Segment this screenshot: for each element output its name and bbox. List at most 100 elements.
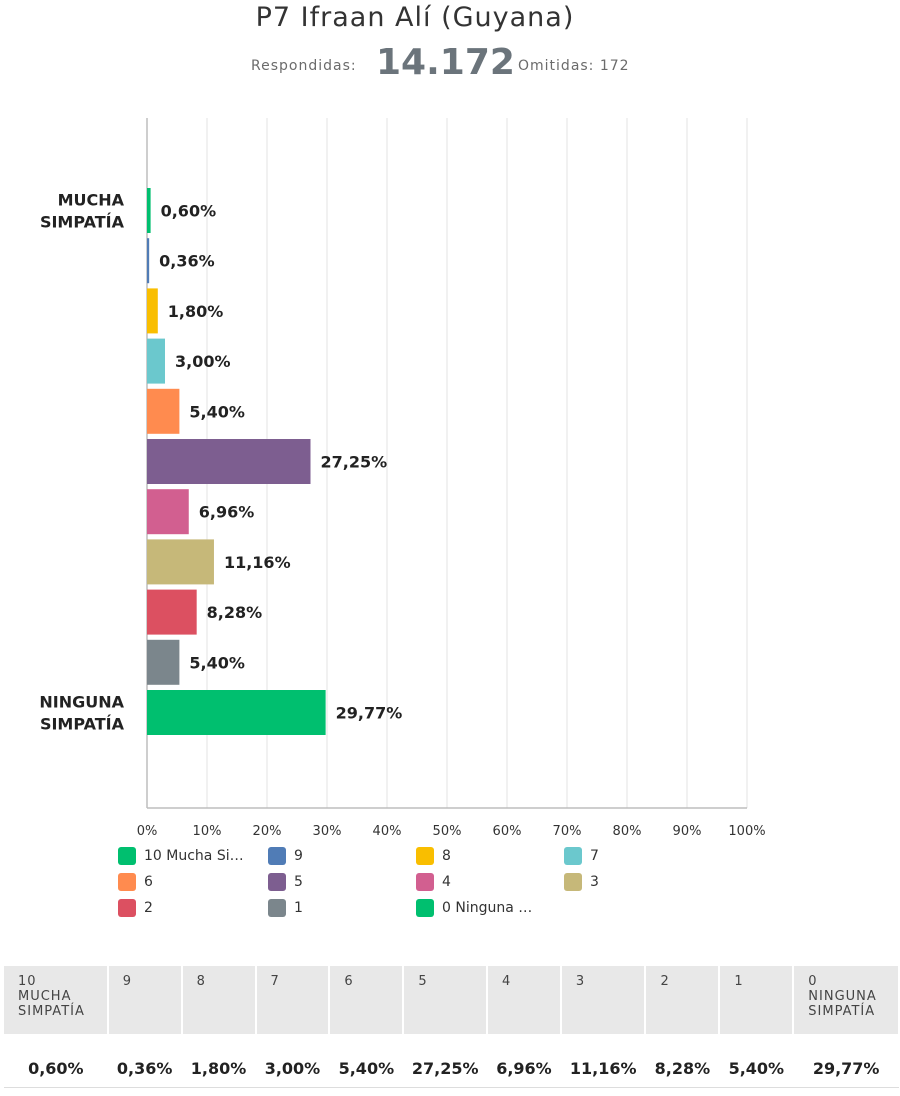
bar — [147, 489, 189, 535]
table-header-text: 9 — [122, 974, 132, 989]
bar — [147, 188, 151, 233]
legend-swatch — [268, 873, 286, 891]
legend-swatch — [416, 847, 434, 865]
table-header-text: 7 — [270, 974, 280, 989]
legend-label: 3 — [590, 874, 599, 890]
table-cell: 1,80% — [181, 1034, 256, 1088]
legend-item: 3 — [564, 871, 599, 893]
table-header-cell: 8 — [181, 966, 257, 1034]
y-tick-label: MUCHA — [58, 191, 125, 210]
table-header-text: NINGUNA — [808, 989, 877, 1004]
table-value-row: 0,60% 0,36% 1,80% 3,00% 5,40% 27,25% 6,96% 11,1… — [4, 1034, 899, 1088]
answered-label: Respondidas: — [251, 58, 357, 74]
bar — [147, 439, 311, 484]
legend-label: 6 — [144, 874, 153, 890]
table-cell: 27,25% — [403, 1034, 488, 1088]
legend-item: 6 — [118, 871, 153, 893]
table-header-cell: 0 NINGUNA SIMPATÍA — [793, 966, 900, 1034]
table-header-text: 10 — [18, 974, 37, 989]
table-cell: 0,60% — [4, 1034, 108, 1088]
table-header-cell: 2 — [645, 966, 721, 1034]
legend-label: 0 Ninguna … — [442, 900, 533, 916]
legend-swatch — [416, 873, 434, 891]
data-label: 29,77% — [336, 704, 403, 723]
table-header-text: 0 — [808, 974, 818, 989]
table-header-cell: 9 — [107, 966, 183, 1034]
legend-label: 10 Mucha Si… — [144, 848, 244, 864]
x-tick-label: 90% — [673, 824, 702, 839]
table-header-text: 2 — [660, 974, 670, 989]
x-tick-label: 70% — [553, 824, 582, 839]
table-cell: 0,36% — [107, 1034, 182, 1088]
legend-label: 4 — [442, 874, 451, 890]
data-label: 8,28% — [207, 603, 263, 622]
table-header-cell: 3 — [560, 966, 647, 1034]
table-header-text: 4 — [502, 974, 512, 989]
legend-label: 5 — [294, 874, 303, 890]
legend-label: 8 — [442, 848, 451, 864]
bar — [147, 539, 214, 585]
bar-chart: 0% 10% 20% 30% 40% 50% 60% 70% 80% 90% 100% 0,60% 0,… — [39, 118, 766, 839]
y-tick-label: NINGUNA — [39, 693, 124, 712]
legend-item: 7 — [564, 845, 599, 867]
legend-item: 1 — [268, 897, 303, 919]
table-header-text: 5 — [418, 974, 428, 989]
legend-item: 4 — [416, 871, 451, 893]
table-cell: 6,96% — [487, 1034, 561, 1088]
legend-swatch — [564, 873, 582, 891]
table-cell: 11,16% — [560, 1034, 646, 1088]
data-label: 27,25% — [321, 453, 388, 472]
table-cell: 5,40% — [329, 1034, 404, 1088]
table-header-text: SIMPATÍA — [808, 1004, 876, 1019]
results-table: 10 MUCHA SIMPATÍA 9 8 7 6 5 4 3 2 1 0 NINGUNA SIMPATÍA… — [4, 966, 900, 1088]
legend-swatch — [118, 873, 136, 891]
bar — [147, 288, 158, 334]
chart-title: P7 Ifraan Alí (Guyana) — [255, 2, 575, 33]
x-tick-label: 50% — [433, 824, 462, 839]
table-cell: 5,40% — [719, 1034, 794, 1088]
data-label: 5,40% — [189, 653, 245, 672]
x-tick-label: 10% — [193, 824, 222, 839]
legend-swatch — [268, 899, 286, 917]
table-header-text: MUCHA — [18, 989, 72, 1004]
bar — [147, 238, 150, 284]
table-header-cell: 5 — [403, 966, 489, 1034]
legend-item: 2 — [118, 897, 153, 919]
legend-label: 9 — [294, 848, 303, 864]
y-tick-label: SIMPATÍA — [40, 213, 125, 232]
legend-swatch — [268, 847, 286, 865]
legend-swatch — [118, 847, 136, 865]
table-cell: 29,77% — [793, 1034, 899, 1088]
data-label: 6,96% — [199, 503, 255, 522]
bar — [147, 690, 326, 735]
data-label: 3,00% — [175, 352, 231, 371]
table-header-text: 6 — [344, 974, 354, 989]
table-header-cell: 4 — [487, 966, 562, 1034]
answered-count: 14.172 — [376, 42, 515, 83]
data-label: 5,40% — [189, 402, 245, 421]
table-header-text: 1 — [734, 974, 744, 989]
table-header-text: 3 — [575, 974, 586, 989]
x-tick-label: 40% — [373, 824, 402, 839]
legend-label: 2 — [144, 900, 153, 916]
data-label: 0,60% — [161, 202, 217, 221]
x-tick-label: 100% — [728, 824, 765, 839]
bar — [147, 589, 197, 635]
table-header-row: 10 MUCHA SIMPATÍA 9 8 7 6 5 4 3 2 1 0 NINGUNA SIMPATÍA — [4, 966, 900, 1034]
legend-item: 10 Mucha Si… — [118, 845, 244, 867]
x-tick-label: 60% — [493, 824, 522, 839]
table-header-cell: 1 — [719, 966, 795, 1034]
legend-item: 8 — [416, 845, 451, 867]
x-tick-label: 80% — [613, 824, 642, 839]
bar — [147, 388, 180, 434]
table-cell: 3,00% — [255, 1034, 330, 1088]
table-header-cell: 7 — [255, 966, 331, 1034]
bar — [147, 639, 180, 685]
skipped-label: Omitidas: 172 — [518, 58, 630, 74]
bar — [147, 338, 165, 384]
table-header-text: SIMPATÍA — [18, 1004, 85, 1019]
x-tick-label: 20% — [253, 824, 282, 839]
x-tick-label: 30% — [313, 824, 342, 839]
table-header-text: 8 — [196, 974, 206, 989]
x-tick-label: 0% — [137, 824, 158, 839]
